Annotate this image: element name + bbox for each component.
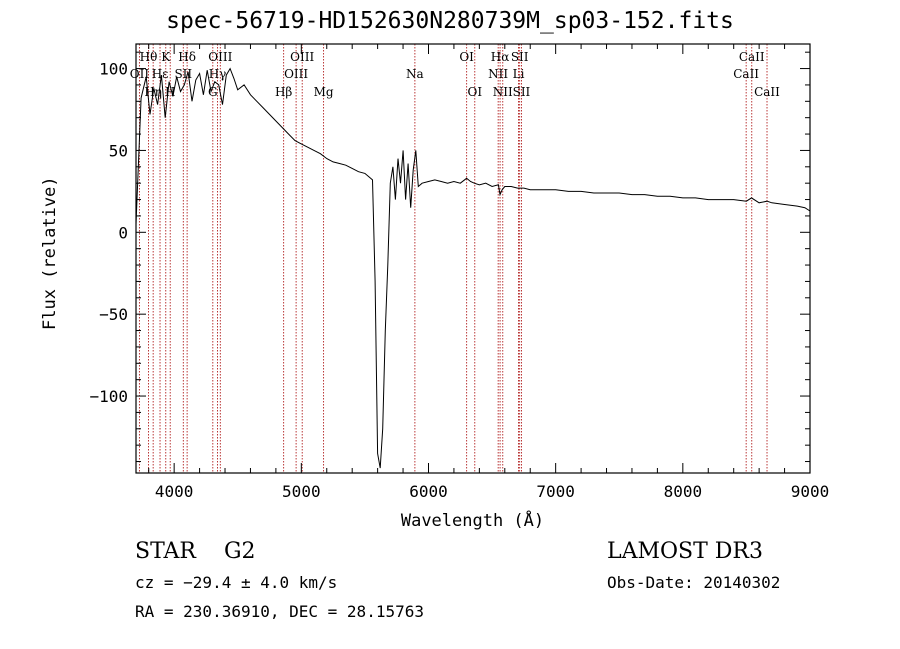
- line-marker-label: Hε: [152, 67, 169, 81]
- line-marker-label: OII: [130, 67, 150, 81]
- line-marker-group: [138, 44, 768, 473]
- y-axis: 100 50 0 −50 −100: [89, 51, 810, 463]
- object-classification: STAR G2: [135, 539, 256, 564]
- y-tick-label: −100: [89, 387, 128, 406]
- line-marker-label: Hα: [491, 50, 510, 64]
- y-tick-label: 0: [118, 223, 128, 242]
- x-tick-label: 7000: [536, 482, 575, 501]
- y-tick-label: −50: [99, 305, 128, 324]
- coordinates-text: RA = 230.36910, DEC = 28.15763: [135, 602, 424, 621]
- line-marker-label: K: [161, 50, 171, 64]
- obs-date-text: Obs-Date: 20140302: [607, 573, 781, 592]
- line-marker-label: CaII: [754, 85, 780, 99]
- object-class: STAR: [135, 539, 196, 564]
- line-marker-label: H: [165, 85, 175, 99]
- line-marker-label: SII: [174, 67, 192, 81]
- object-subclass: G2: [223, 539, 256, 564]
- x-tick-label: 9000: [791, 482, 830, 501]
- line-marker-label: SII: [511, 50, 529, 64]
- line-marker-label: NII: [493, 85, 513, 99]
- y-tick-label: 50: [109, 141, 128, 160]
- line-marker-label: Hθ: [140, 50, 158, 64]
- chart-title: spec-56719-HD152630N280739M_sp03-152.fit…: [166, 8, 734, 34]
- redshift-text: cz = −29.4 ± 4.0 km/s: [135, 573, 338, 592]
- line-marker-label: CaII: [733, 67, 759, 81]
- x-tick-label: 6000: [409, 482, 448, 501]
- x-axis-label: Wavelength (Å): [400, 511, 545, 531]
- line-marker-label: G: [208, 85, 218, 99]
- line-marker-label: OI: [459, 50, 474, 64]
- x-axis: 4000 5000 6000 7000 8000 9000: [148, 44, 830, 501]
- line-marker-label: NII: [488, 67, 508, 81]
- y-tick-label: 100: [99, 60, 128, 79]
- line-marker-label: OIII: [208, 50, 232, 64]
- line-marker-label: Hγ: [209, 67, 227, 81]
- line-marker-label: Li: [513, 67, 525, 81]
- line-marker-label: OIII: [284, 67, 308, 81]
- line-marker-label: CaII: [739, 50, 765, 64]
- line-marker-label: Mg: [314, 85, 334, 99]
- line-marker-label: Hδ: [178, 50, 196, 64]
- survey-name: LAMOST DR3: [607, 539, 763, 564]
- line-marker-label: Hβ: [275, 85, 292, 99]
- spectrum-series-line: [135, 67, 811, 469]
- line-marker-label: OIII: [290, 50, 314, 64]
- plot-frame: [135, 43, 811, 474]
- line-marker-label: SII: [513, 85, 531, 99]
- line-marker-label: Na: [406, 67, 424, 81]
- x-tick-label: 8000: [664, 482, 703, 501]
- x-tick-label: 5000: [282, 482, 321, 501]
- line-marker-label: OI: [467, 85, 482, 99]
- x-tick-label: 4000: [155, 482, 194, 501]
- y-axis-label: Flux (relative): [40, 176, 60, 330]
